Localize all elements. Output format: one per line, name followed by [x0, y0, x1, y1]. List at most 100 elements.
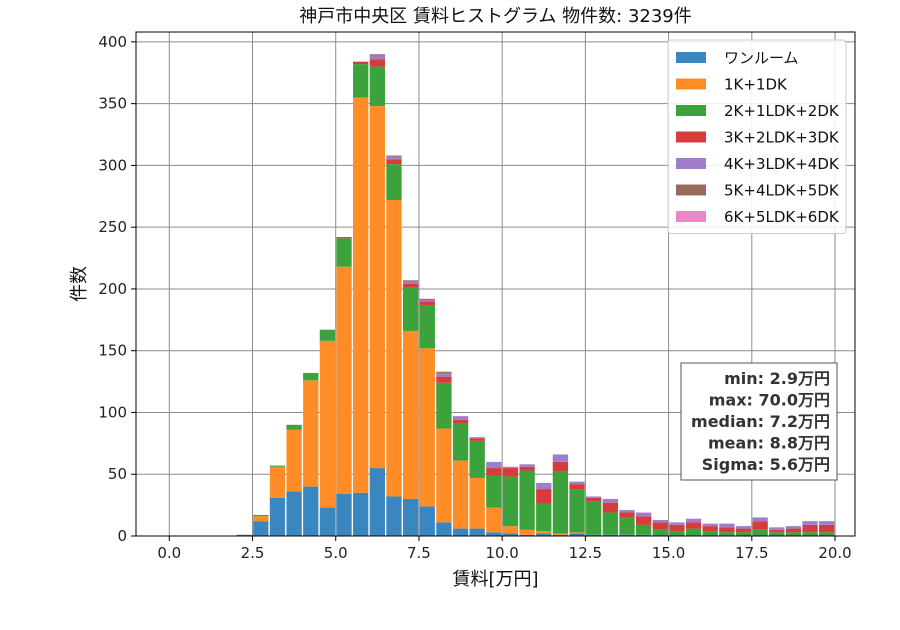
histogram-bars	[236, 54, 835, 536]
legend-swatch-4	[676, 158, 706, 169]
bar-s4-b33	[785, 526, 802, 529]
stats-line-1: max: 70.0万円	[709, 391, 830, 410]
bar-s3-b16	[502, 468, 519, 477]
bar-s0-b22	[602, 534, 618, 536]
bar-s5-b11	[419, 298, 435, 301]
bar-s3-b9	[386, 159, 402, 165]
bar-s2-b22	[602, 512, 618, 535]
bar-s2-b34	[802, 532, 818, 536]
bar-s3-b28	[702, 526, 718, 532]
bar-s3-b27	[685, 522, 702, 529]
bar-s5-b12	[436, 371, 452, 373]
legend-label-1: 1K+1DK	[724, 76, 788, 94]
bar-s3-b26	[669, 524, 685, 532]
bar-s0-b9	[386, 496, 402, 536]
bar-s3-b14	[469, 438, 485, 441]
bar-s2-b26	[669, 531, 685, 536]
bar-s2-b30	[735, 532, 752, 536]
bar-s2-b28	[702, 531, 718, 536]
legend-swatch-6	[676, 211, 706, 222]
bar-s3-b33	[785, 528, 802, 533]
bar-s1-b16	[502, 526, 519, 534]
bar-s1-b12	[436, 428, 452, 523]
bar-s4-b18	[536, 482, 552, 490]
stats-line-2: median: 7.2万円	[691, 412, 830, 431]
bar-s0-b13	[452, 528, 469, 536]
stats-box: min: 2.9万円 max: 70.0万円 median: 7.2万円 mean: …	[680, 362, 838, 481]
bar-s1-b10	[402, 330, 419, 499]
bar-s2-b17	[519, 470, 535, 530]
bar-s0-b21	[586, 534, 602, 536]
bar-s4-b32	[769, 527, 785, 530]
bar-s3-b30	[735, 528, 752, 533]
bar-s2-b35	[819, 532, 835, 536]
bar-s0-b19	[552, 534, 569, 536]
bar-s1-b3	[286, 429, 302, 492]
bar-s2-b4	[303, 372, 319, 381]
bar-s2-b5	[319, 329, 336, 341]
bar-s1-b9	[386, 200, 402, 497]
bar-s1-b6	[336, 266, 352, 494]
bar-s4-b31	[752, 517, 768, 522]
bar-s4-b30	[735, 526, 752, 529]
bar-s3-b10	[402, 284, 419, 288]
bar-s0-b24	[635, 534, 652, 536]
bar-s0-b2	[269, 497, 286, 536]
plot-frame	[135, 31, 856, 537]
bar-s1-b14	[469, 477, 485, 529]
bar-s4-b28	[702, 523, 718, 527]
bar-s1-b4	[303, 380, 319, 487]
y-axis-label: 件数	[69, 266, 90, 302]
bar-s4-b9	[386, 156, 402, 160]
bar-s0-b20	[569, 533, 585, 536]
legend-label-2: 2K+1LDK+2DK	[724, 102, 840, 120]
bar-s1-b2	[269, 466, 286, 498]
bar-s5-b9	[386, 155, 402, 157]
bar-s4-b29	[719, 523, 735, 528]
legend: ワンルーム 1K+1DK 2K+1LDK+2DK 3K+2LDK+3DK 4K+3LDK…	[667, 39, 847, 234]
x-tick-label-4: 10.0	[485, 544, 518, 562]
bar-s1-b7	[353, 97, 369, 493]
y-tick-label-0: 0	[117, 527, 127, 545]
bar-s4-b35	[819, 521, 835, 525]
bar-s1-b18	[536, 531, 552, 534]
bar-s0-b3	[286, 491, 302, 536]
y-tick-label-4: 200	[98, 280, 127, 298]
bar-s0-b8	[369, 468, 385, 536]
x-tick-label-3: 7.5	[407, 544, 431, 562]
bar-s0-b15	[486, 532, 502, 536]
bar-s3-b18	[536, 489, 552, 504]
y-axis-ticks: 0 50 100 150 200 250 300 350 400	[98, 33, 136, 545]
bar-s4-b13	[452, 416, 469, 420]
legend-label-6: 6K+5LDK+6DK	[724, 208, 840, 226]
bar-s4-b8	[369, 55, 385, 60]
bar-s3-b29	[719, 527, 735, 533]
bar-s3-b34	[802, 524, 818, 533]
bar-s0-b17	[519, 534, 535, 536]
y-tick-label-7: 350	[98, 95, 127, 113]
legend-label-5: 5K+4LDK+5DK	[724, 182, 840, 200]
bar-s2-b1	[253, 515, 269, 517]
x-tick-label-1: 2.5	[241, 544, 265, 562]
bar-s3-b20	[569, 484, 585, 490]
bar-s3-b35	[819, 524, 835, 533]
bar-s0-b12	[436, 522, 452, 536]
bar-s0-b10	[402, 498, 419, 536]
bar-s2-b20	[569, 489, 585, 533]
bar-s1-b5	[319, 340, 336, 508]
bar-s2-b29	[719, 532, 735, 536]
bar-s4-b12	[436, 372, 452, 377]
bar-s1-b19	[552, 533, 569, 535]
bar-s0-b11	[419, 506, 435, 536]
bar-s3-b17	[519, 466, 535, 471]
bar-s4-b26	[669, 522, 685, 525]
bar-s1-b11	[419, 348, 435, 507]
bar-s2-b7	[353, 64, 369, 98]
bar-s2-b14	[469, 440, 485, 478]
bar-s3-b32	[769, 529, 785, 533]
legend-swatch-3	[676, 131, 706, 143]
bar-s1-b20	[569, 532, 585, 534]
y-tick-label-5: 250	[98, 218, 127, 236]
bar-s2-b18	[536, 503, 552, 532]
